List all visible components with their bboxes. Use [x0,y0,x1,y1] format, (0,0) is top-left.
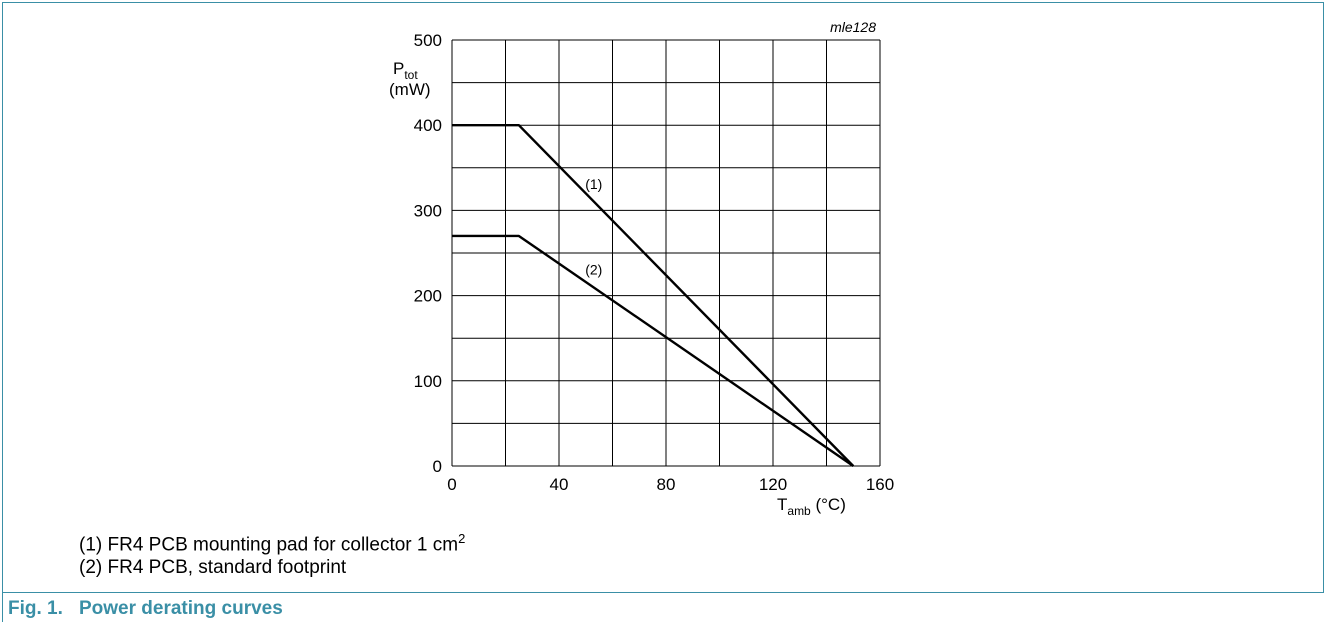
legend-text-2: (2) FR4 PCB, standard footprint [79,557,347,578]
figure-title: Power derating curves [79,598,283,619]
y-axis-unit: (mW) [389,80,431,99]
y-axis-label: Ptot [393,59,418,82]
x-tick-label: 120 [759,475,787,494]
series-label-2: (2) [585,261,602,277]
chart-series [452,123,855,467]
legend-text-1: (1) FR4 PCB mounting pad for collector 1… [79,534,459,556]
figure-number: Fig. 1. [8,598,63,619]
series-line-2 [452,234,854,467]
legend-sup-1: 2 [458,531,466,546]
y-tick-label: 100 [414,372,442,391]
chart-series-labels: (1) (2) [585,176,602,277]
legend-item-2: (2) FR4 PCB, standard footprint [79,557,346,579]
series-line-1 [452,123,855,467]
x-tick-label: 0 [447,475,456,494]
legend-item-1: (1) FR4 PCB mounting pad for collector 1… [79,531,465,556]
watermark-label: mle128 [830,19,876,35]
y-tick-label: 200 [414,287,442,306]
chart-grid [451,39,881,467]
x-tick-label: 80 [657,475,676,494]
y-tick-label: 500 [414,31,442,50]
y-tick-label: 0 [433,457,442,476]
y-tick-label: 400 [414,116,442,135]
series-label-1: (1) [585,176,602,192]
power-derating-chart: 0 40 80 120 160 0 100 200 300 400 500 (1) (2) mle12… [389,19,895,518]
x-tick-label: 160 [866,475,894,494]
caption-bar [2,592,1324,622]
chart-tick-labels: 0 40 80 120 160 0 100 200 300 400 500 [414,31,895,494]
x-tick-label: 40 [550,475,569,494]
figure-frame [2,2,1324,592]
y-tick-label: 300 [414,201,442,220]
x-axis-label: Tamb (°C) [777,495,846,518]
